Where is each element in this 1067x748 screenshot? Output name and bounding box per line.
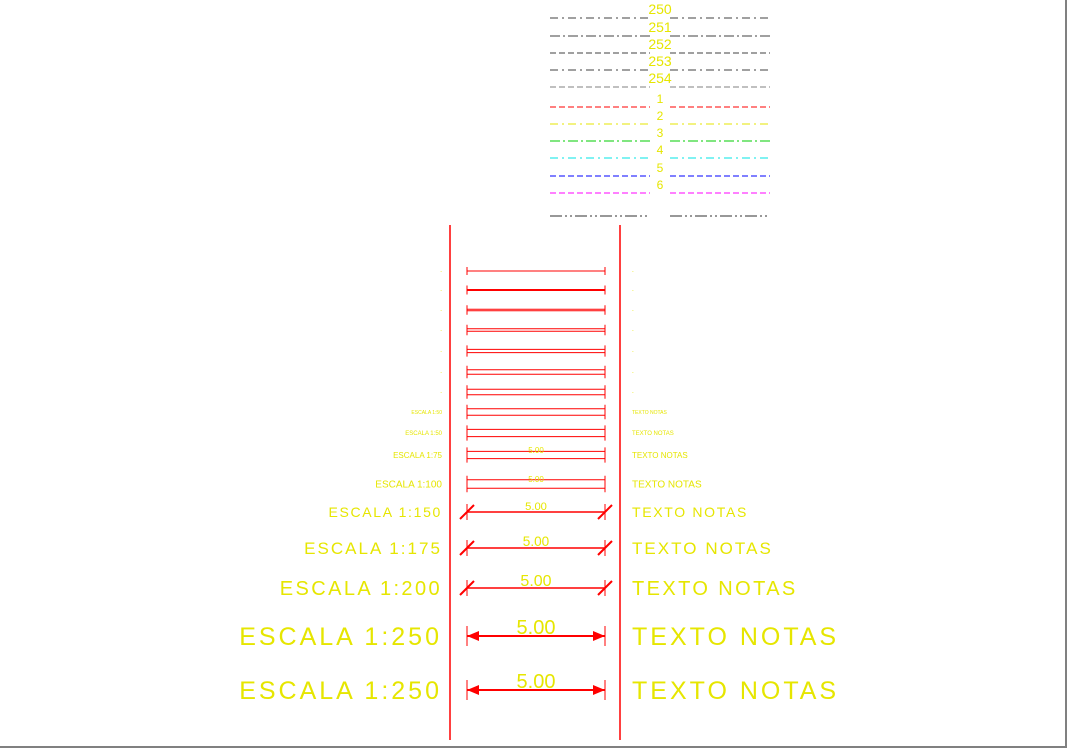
scale-label-right: - (632, 308, 634, 314)
scale-label-right: TEXTO NOTAS (632, 504, 748, 520)
scale-label-left: - (440, 308, 442, 314)
linetype-label: 6 (657, 178, 664, 192)
scale-label-left: ESCALA 1:100 (375, 480, 442, 491)
linetype-label: 252 (648, 36, 672, 52)
scale-label-left: ESCALA 1:250 (239, 623, 442, 651)
scale-label-left: ESCALA 1:200 (280, 578, 442, 600)
scale-label-right: - (632, 370, 634, 376)
scale-label-right: TEXTO NOTAS (632, 539, 773, 558)
dim-arrowhead (467, 631, 479, 641)
scale-label-left: ESCALA 1:50 (411, 410, 442, 416)
linetype-label: 1 (657, 92, 664, 106)
dim-value: 5.00 (520, 573, 551, 590)
dim-arrowhead (593, 685, 605, 695)
cad-drawing: 250 251252253254 1 2 3 4 5 6 - - - - - - - - - - - - - - ESCAL… (0, 0, 1067, 748)
scale-label-right: - (632, 328, 634, 334)
linetype-label: 251 (648, 19, 672, 35)
scale-label-left: ESCALA 1:50 (405, 431, 442, 437)
scale-label-left: ESCALA 1:250 (239, 677, 442, 705)
scale-label-left: - (440, 349, 442, 355)
scale-label-left: - (440, 269, 442, 275)
scale-label-left: - (440, 288, 442, 294)
scale-label-left: ESCALA 1:175 (304, 539, 442, 558)
dim-value: 5.00 (517, 671, 556, 693)
linetype-label: 2 (657, 109, 664, 123)
scale-label-left: - (440, 328, 442, 334)
scale-label-right: TEXTO NOTAS (632, 410, 667, 416)
linetype-label: 3 (657, 126, 664, 140)
dim-value: 5.00 (528, 475, 544, 484)
scale-label-right: - (632, 269, 634, 275)
scale-label-right: TEXTO NOTAS (632, 578, 798, 600)
linetype-label: 4 (657, 143, 664, 157)
linetype-label: 5 (657, 161, 664, 175)
dim-arrowhead (467, 685, 479, 695)
scale-label-left: ESCALA 1:150 (328, 504, 442, 520)
scale-label-right: TEXTO NOTAS (632, 677, 839, 705)
scale-label-right: - (632, 288, 634, 294)
scale-label-right: TEXTO NOTAS (632, 451, 688, 460)
scale-label-right: - (632, 349, 634, 355)
scale-label-right: - (632, 390, 634, 396)
scale-label-right: TEXTO NOTAS (632, 623, 839, 651)
scale-label-left: ESCALA 1:75 (393, 451, 442, 460)
linetype-label: 254 (648, 70, 672, 86)
dim-value: 5.00 (517, 617, 556, 639)
scale-label-right: TEXTO NOTAS (632, 480, 702, 491)
dim-value: 5.00 (528, 446, 544, 455)
scale-label-right: TEXTO NOTAS (632, 431, 674, 437)
scale-label-left: - (440, 370, 442, 376)
scale-label-left: - (440, 390, 442, 396)
dim-value: 5.00 (525, 501, 547, 513)
dim-value: 5.00 (523, 534, 550, 549)
linetype-label: 253 (648, 53, 672, 69)
dim-arrowhead (593, 631, 605, 641)
linetype-label: 250 (648, 1, 672, 17)
